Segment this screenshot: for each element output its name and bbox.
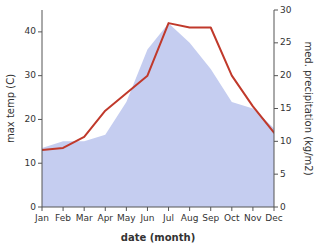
y2-tick-label: 15 [280, 103, 291, 113]
y2-tick [274, 75, 278, 76]
y2-tick-label: 30 [280, 5, 292, 15]
x-tick [210, 207, 211, 211]
x-tick-label: Feb [55, 213, 71, 223]
x-tick-label: Oct [224, 213, 240, 223]
y-axis-line [42, 10, 43, 207]
y-tick-label: 0 [30, 202, 36, 212]
x-tick [231, 207, 232, 211]
x-tick [147, 207, 148, 211]
x-tick [252, 207, 253, 211]
x-tick [274, 207, 275, 211]
y2-tick [274, 174, 278, 175]
y-tick-label: 10 [25, 158, 37, 168]
x-tick-label: Mar [76, 213, 93, 223]
x-tick-label: Sep [202, 213, 219, 223]
y-tick [38, 31, 42, 32]
x-tick [168, 207, 169, 211]
x-tick-label: Aug [181, 213, 199, 223]
plot-area [42, 23, 274, 207]
x-tick [42, 207, 43, 211]
x-tick-label: Jan [34, 213, 49, 223]
x-tick [105, 207, 106, 211]
x-tick [63, 207, 64, 211]
chart: 0 10 20 30 40 0 5 10 15 20 25 30 Jan Feb Mar Apr MayJun J… [0, 0, 318, 247]
y2-axis-label: med. precipitation (kg/m2) [303, 41, 314, 175]
y-tick-label: 40 [25, 26, 37, 36]
x-tick-label: May [117, 213, 136, 223]
y-tick [38, 207, 42, 208]
x-tick-label: Dec [265, 213, 282, 223]
y2-tick [274, 207, 278, 208]
y2-tick [274, 141, 278, 142]
y2-tick-label: 25 [280, 37, 291, 47]
x-tick-label: Jun [139, 213, 154, 223]
x-tick-label: Nov [244, 213, 262, 223]
y2-tick [274, 42, 278, 43]
y-tick [38, 119, 42, 120]
y-axis-label: max temp (C) [5, 74, 16, 143]
y2-tick-label: 10 [280, 136, 292, 146]
x-tick-label: Jul [162, 213, 174, 223]
y2-tick-label: 5 [280, 169, 286, 179]
y-tick-label: 30 [25, 70, 37, 80]
precipitation-area [42, 23, 274, 207]
x-axis-label: date (month) [121, 232, 195, 243]
x-tick [126, 207, 127, 211]
y2-tick-label: 20 [280, 70, 292, 80]
x-tick-label: Apr [97, 213, 113, 223]
y2-tick [274, 108, 278, 109]
y2-tick-label: 0 [280, 202, 286, 212]
x-axis-line [42, 207, 274, 208]
y-tick [38, 163, 42, 164]
y-tick [38, 75, 42, 76]
x-tick [189, 207, 190, 211]
y-tick-label: 20 [25, 114, 37, 124]
temperature-line [42, 23, 274, 150]
y2-tick [274, 10, 278, 11]
x-tick [84, 207, 85, 211]
